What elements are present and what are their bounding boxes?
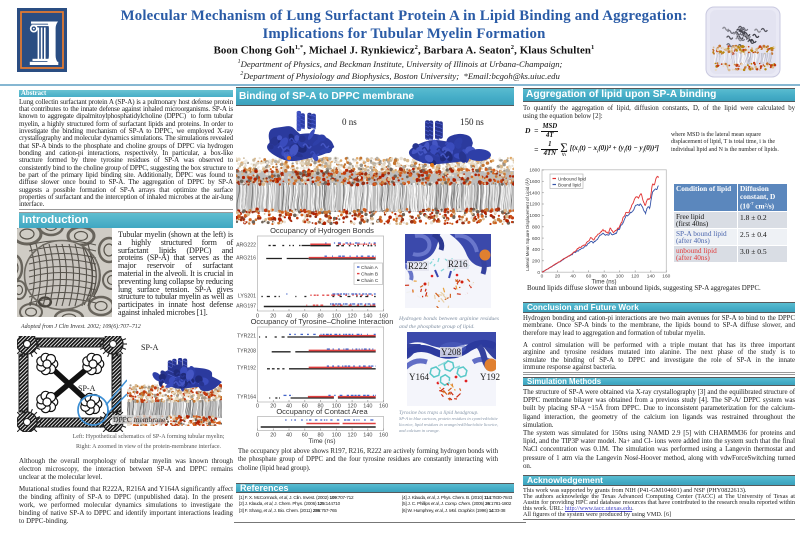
svg-text:Occupancy of Hydrogen Bonds: Occupancy of Hydrogen Bonds <box>270 226 374 235</box>
svg-text:40: 40 <box>286 314 292 320</box>
svg-text:1800: 1800 <box>529 168 540 174</box>
svg-text:80: 80 <box>317 404 323 410</box>
svg-text:160: 160 <box>379 314 388 320</box>
svg-text:160: 160 <box>379 433 388 439</box>
svg-text:Occupancy of Tyrosine–Choline: Occupancy of Tyrosine–Choline Interactio… <box>251 317 394 326</box>
svg-text:TYR221: TYR221 <box>237 334 256 340</box>
svg-text:1400: 1400 <box>529 190 540 196</box>
svg-text:400: 400 <box>532 247 540 253</box>
svg-text:TYR208: TYR208 <box>237 349 256 355</box>
svg-text:100: 100 <box>332 314 341 320</box>
svg-text:600: 600 <box>532 236 540 242</box>
svg-text:Chain A: Chain A <box>361 265 379 271</box>
svg-text:Lateral Mean Square Displaceme: Lateral Mean Square Displacement of Lipi… <box>525 178 530 271</box>
svg-text:LYS201: LYS201 <box>238 294 256 300</box>
svg-text:1600: 1600 <box>529 179 540 185</box>
svg-text:20: 20 <box>270 433 276 439</box>
svg-text:60: 60 <box>302 433 308 439</box>
svg-text:1200: 1200 <box>529 202 540 208</box>
svg-text:100: 100 <box>332 404 341 410</box>
svg-text:120: 120 <box>348 404 357 410</box>
svg-text:80: 80 <box>317 314 323 320</box>
svg-text:ARG197: ARG197 <box>236 304 256 310</box>
svg-text:0: 0 <box>256 433 259 439</box>
svg-text:20: 20 <box>270 314 276 320</box>
svg-text:Time (ns): Time (ns) <box>591 280 616 286</box>
svg-text:0: 0 <box>256 314 259 320</box>
svg-text:20: 20 <box>270 404 276 410</box>
svg-text:0: 0 <box>537 270 540 276</box>
svg-text:100: 100 <box>332 433 341 439</box>
svg-text:0: 0 <box>256 404 259 410</box>
svg-text:60: 60 <box>302 314 308 320</box>
svg-text:Time (ns): Time (ns) <box>308 438 335 445</box>
svg-text:100: 100 <box>616 274 624 280</box>
svg-text:20: 20 <box>555 274 561 280</box>
svg-text:TYR192: TYR192 <box>237 366 256 372</box>
svg-text:0: 0 <box>541 274 544 280</box>
svg-text:140: 140 <box>363 404 372 410</box>
svg-text:200: 200 <box>532 259 540 265</box>
svg-text:40: 40 <box>570 274 576 280</box>
svg-text:1000: 1000 <box>529 213 540 219</box>
svg-text:160: 160 <box>379 404 388 410</box>
svg-text:140: 140 <box>647 274 655 280</box>
svg-text:80: 80 <box>602 274 608 280</box>
svg-text:120: 120 <box>348 314 357 320</box>
svg-text:80: 80 <box>317 433 323 439</box>
svg-text:ARG216: ARG216 <box>236 256 256 262</box>
svg-text:800: 800 <box>532 225 540 231</box>
svg-text:140: 140 <box>363 314 372 320</box>
svg-text:120: 120 <box>348 433 357 439</box>
svg-text:160: 160 <box>662 274 670 280</box>
svg-text:60: 60 <box>586 274 592 280</box>
svg-text:Chain C: Chain C <box>361 278 379 284</box>
svg-text:40: 40 <box>286 404 292 410</box>
svg-text:140: 140 <box>363 433 372 439</box>
svg-text:Chain B: Chain B <box>361 271 378 277</box>
svg-text:ARG222: ARG222 <box>236 243 256 249</box>
svg-text:Occupancy of Contact Area: Occupancy of Contact Area <box>276 407 368 416</box>
svg-text:60: 60 <box>302 404 308 410</box>
svg-text:Bound lipid: Bound lipid <box>558 182 581 187</box>
svg-text:TYR164: TYR164 <box>237 395 256 401</box>
svg-text:120: 120 <box>631 274 639 280</box>
svg-text:Unbound lipid: Unbound lipid <box>558 176 587 181</box>
svg-text:40: 40 <box>286 433 292 439</box>
